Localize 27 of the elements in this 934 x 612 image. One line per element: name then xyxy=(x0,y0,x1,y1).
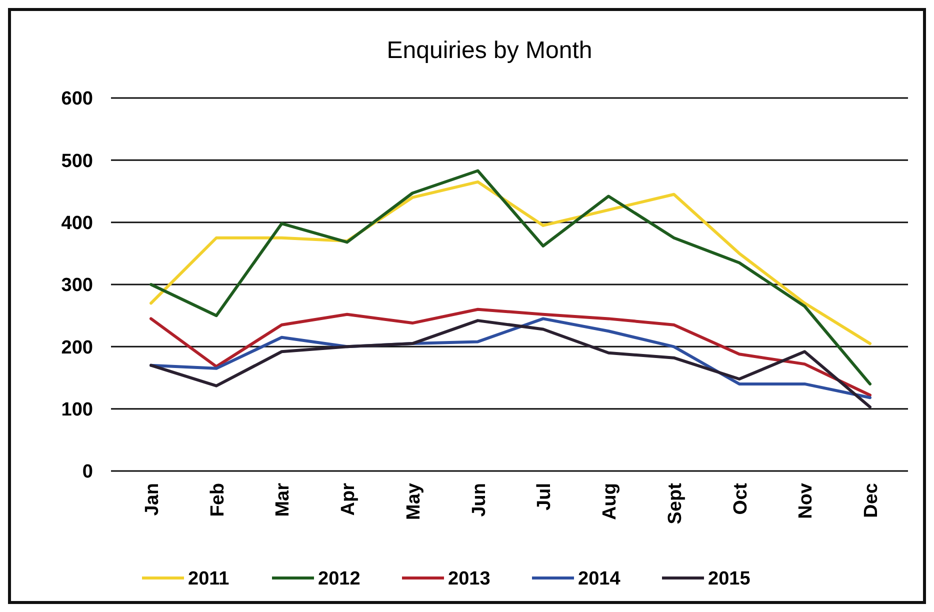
y-tick-label: 300 xyxy=(61,275,93,296)
x-tick-label: Oct xyxy=(730,482,752,515)
x-tick-label: Jun xyxy=(468,483,490,517)
x-tick-label: Dec xyxy=(861,482,882,518)
line-series xyxy=(150,180,872,346)
x-tick-label: Nov xyxy=(796,482,817,519)
legend-label: 2013 xyxy=(448,568,490,590)
legend-label: 2014 xyxy=(578,568,621,590)
y-tick-label: 200 xyxy=(61,337,93,358)
y-tick-label: 500 xyxy=(61,150,93,172)
x-tick-label: May xyxy=(403,482,424,520)
y-tick-label: 600 xyxy=(61,88,93,110)
line-series xyxy=(150,169,872,386)
x-tick-label: Mar xyxy=(272,482,294,517)
x-tick-label: Jul xyxy=(534,483,556,510)
x-tick-label: Apr xyxy=(338,482,360,516)
legend-label: 2015 xyxy=(708,568,751,590)
y-tick-label: 100 xyxy=(61,399,93,420)
x-tick-label: Feb xyxy=(207,483,228,517)
chart-title: Enquiries by Month xyxy=(386,37,592,64)
y-tick-label: 0 xyxy=(82,462,93,483)
y-tick-label: 400 xyxy=(61,212,93,234)
x-tick-label: Sept xyxy=(664,482,686,524)
x-tick-label: Aug xyxy=(600,483,621,520)
x-tick-label: Jan xyxy=(142,483,163,516)
legend-label: 2011 xyxy=(188,568,230,590)
legend-label: 2012 xyxy=(318,568,360,590)
